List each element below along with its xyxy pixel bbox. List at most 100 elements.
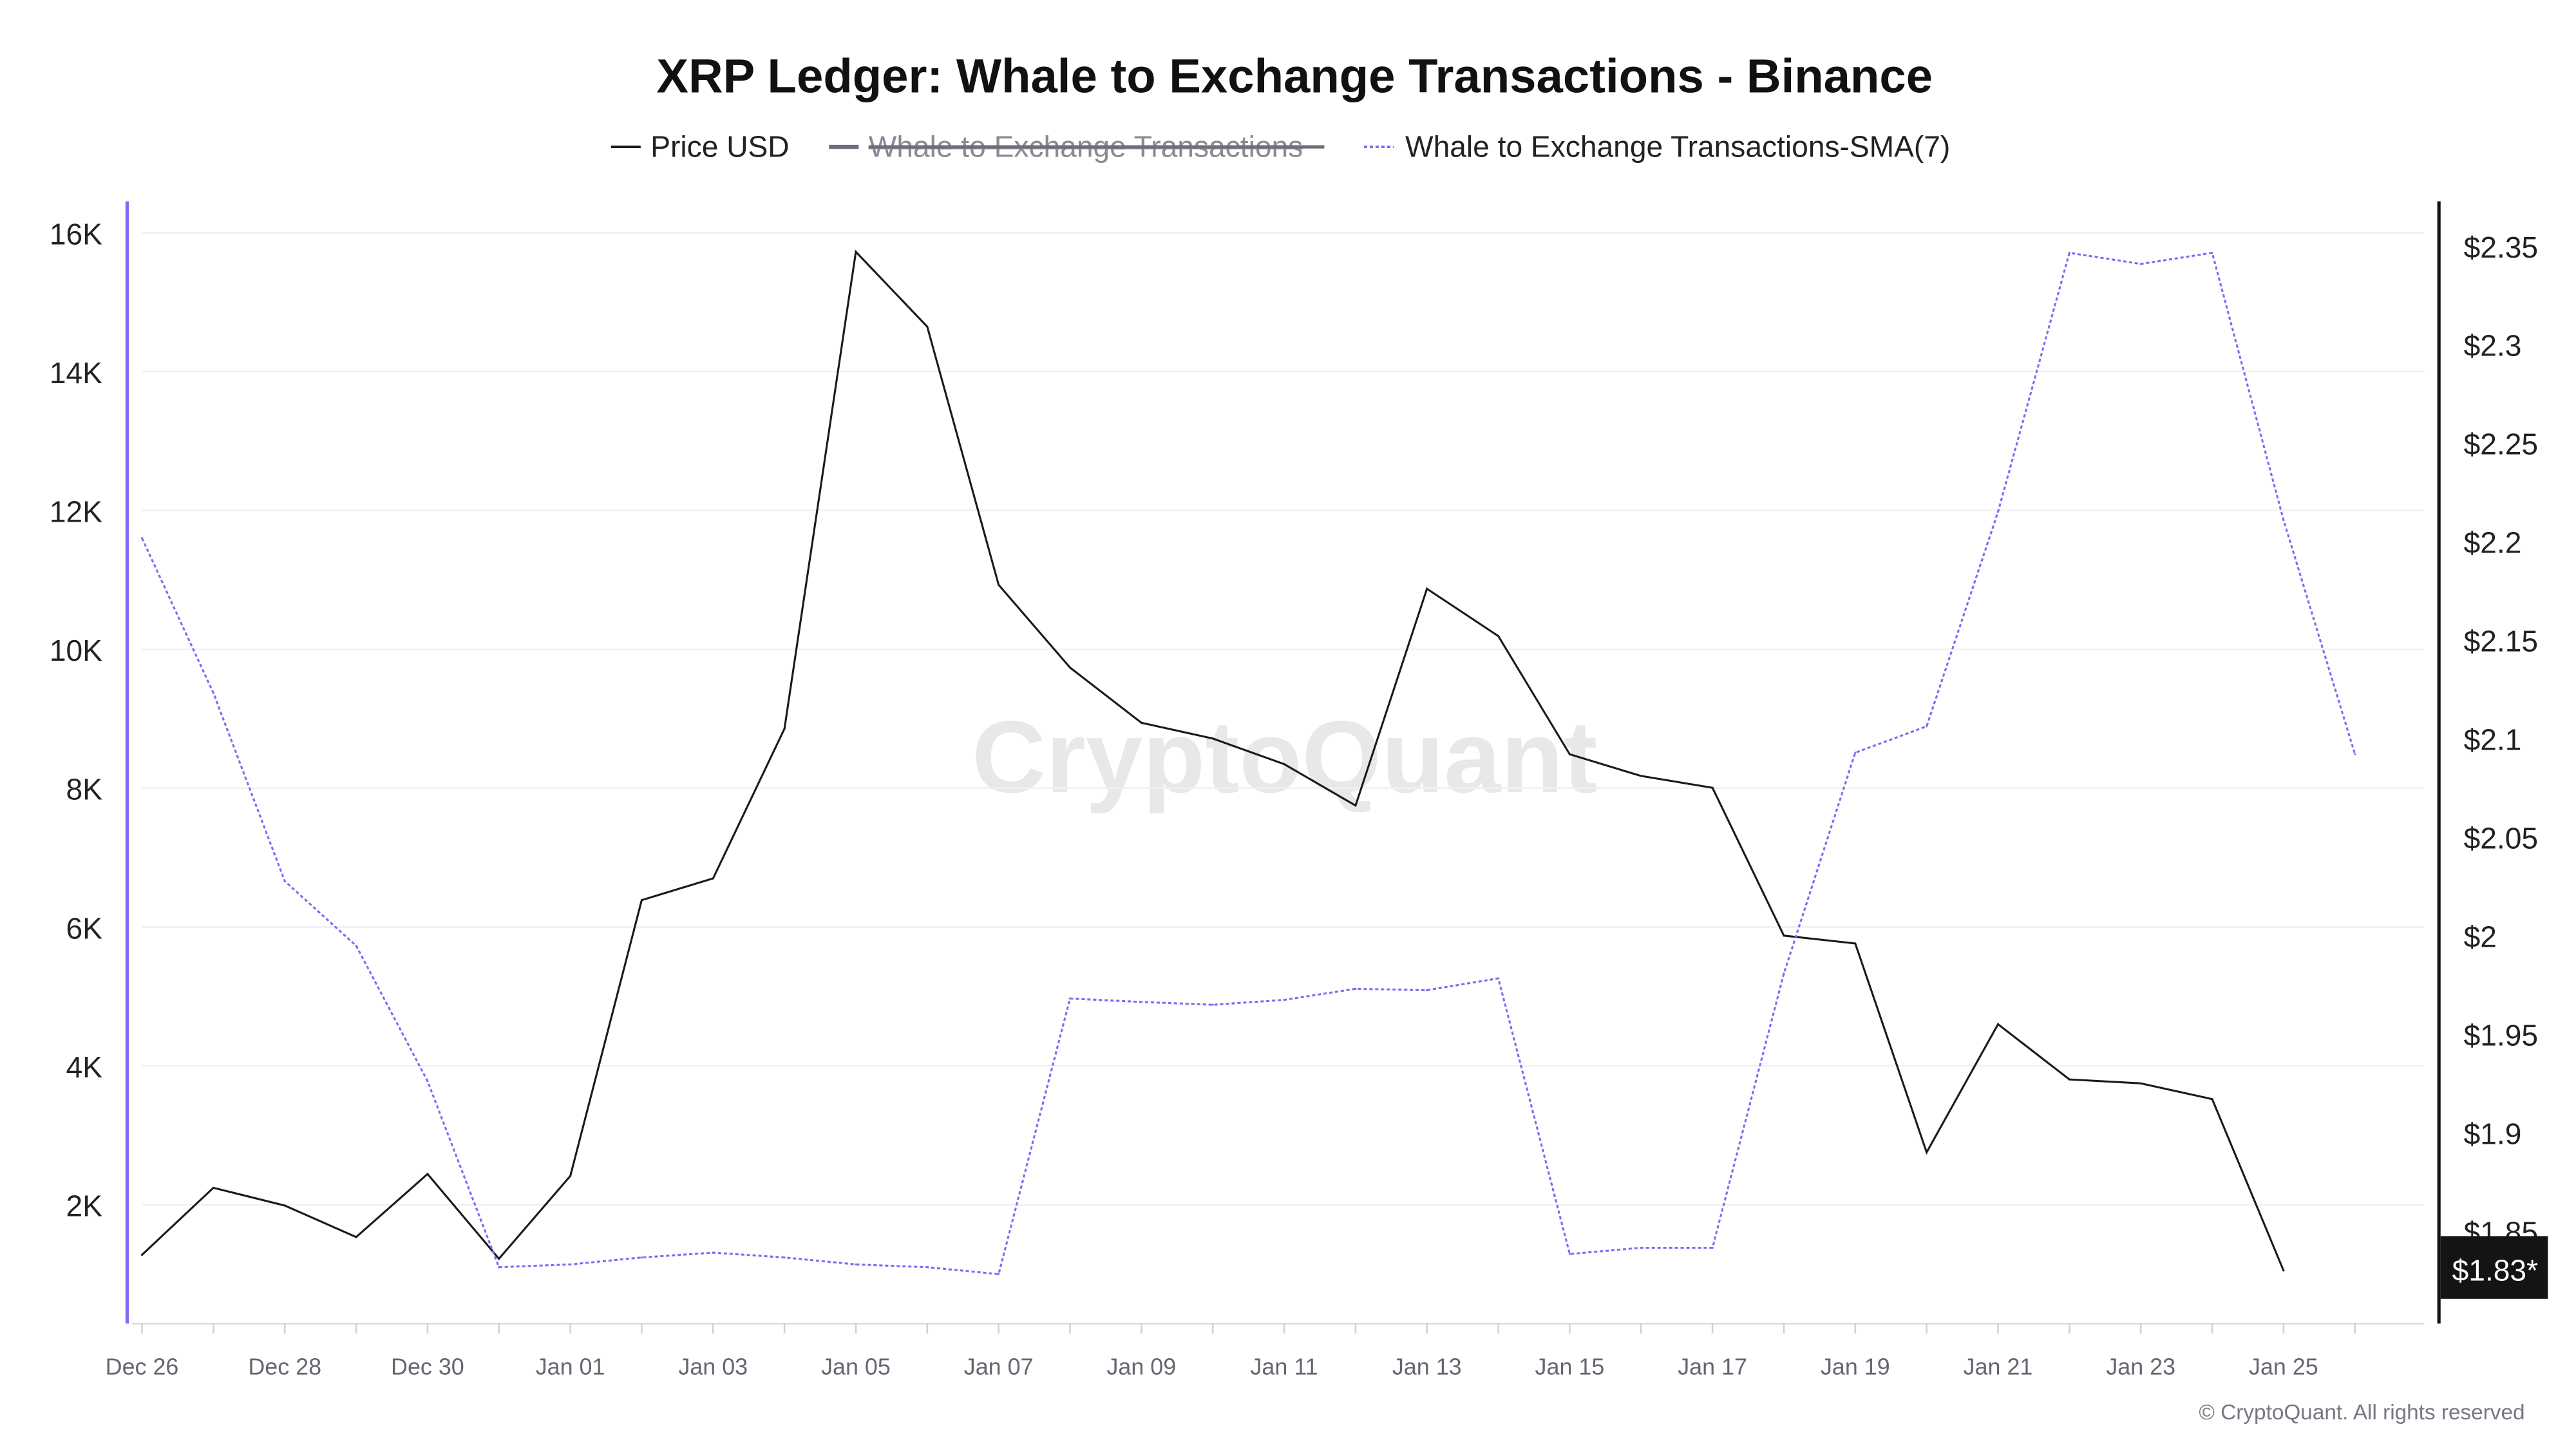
x-tick-label: Jan 23: [2106, 1354, 2175, 1380]
price-point: [1640, 775, 1642, 777]
x-tick-label: Dec 30: [391, 1354, 464, 1380]
price-point: [1568, 753, 1571, 755]
price-point: [1996, 1023, 2000, 1025]
left-tick-label: 6K: [66, 911, 103, 945]
sma7-point: [1926, 725, 1928, 728]
last-price-label: $1.83*: [2452, 1254, 2538, 1287]
price-point: [1283, 763, 1285, 766]
x-tick-label: Jan 13: [1392, 1354, 1462, 1380]
sma7-point: [1640, 1246, 1642, 1249]
sma7-point: [640, 1256, 643, 1259]
left-tick-label: 8K: [66, 773, 103, 806]
sma7-point: [2211, 252, 2213, 254]
left-tick-label: 2K: [66, 1189, 103, 1223]
price-point: [1854, 942, 1857, 945]
sma7-point: [1783, 972, 1785, 975]
sma7-point: [1068, 997, 1072, 1000]
left-tick-label: 4K: [66, 1050, 103, 1084]
x-tick-label: Jan 25: [2249, 1354, 2318, 1380]
sma7-point: [783, 1256, 786, 1259]
axes: [125, 201, 2441, 1325]
sma7-point: [998, 1273, 1000, 1276]
sma7-point: [1568, 1253, 1571, 1255]
price-point: [426, 1173, 429, 1175]
sma7-point: [926, 1266, 929, 1269]
sma7-point: [1354, 987, 1357, 990]
price-point: [640, 899, 643, 902]
left-tick-label: 16K: [50, 217, 102, 251]
legend[interactable]: Price USD Whale to Exchange Transactions…: [611, 129, 1951, 163]
right-tick-label: $2.15: [2464, 625, 2538, 658]
price-point: [140, 1253, 144, 1256]
left-tick-label: 10K: [50, 634, 102, 667]
right-tick-label: $1.95: [2464, 1019, 2538, 1052]
x-tick-label: Jan 21: [1964, 1354, 2033, 1380]
price-point: [1783, 934, 1785, 937]
price-point: [2139, 1082, 2142, 1084]
sma7-point: [1497, 977, 1500, 980]
sma7-point: [2139, 263, 2142, 265]
right-tick-label: $2.2: [2464, 526, 2522, 560]
price-point: [355, 1236, 357, 1238]
x-tick-label: Jan 17: [1678, 1354, 1747, 1380]
x-tick-label: Jan 01: [536, 1354, 605, 1380]
sma7-point: [569, 1263, 572, 1265]
price-point: [1211, 737, 1214, 740]
watermark: CryptoQuant: [972, 699, 1597, 814]
legend-item-sma[interactable]: Whale to Exchange Transactions-SMA(7): [1405, 129, 1950, 163]
x-tick-label: Jan 07: [964, 1354, 1034, 1380]
sma7-point: [140, 537, 144, 540]
sma7-point: [712, 1251, 714, 1254]
x-tick-label: Jan 03: [678, 1354, 748, 1380]
price-point: [1354, 804, 1357, 807]
sma7-point: [855, 1263, 857, 1265]
sma7-point: [283, 880, 286, 882]
left-tick-label: 12K: [50, 495, 102, 529]
price-point: [212, 1186, 214, 1189]
sma7-point: [1426, 989, 1428, 992]
sma7-point: [2282, 519, 2285, 522]
price-point: [2282, 1269, 2285, 1272]
sma7-point: [1854, 752, 1857, 754]
x-tick-label: Jan 09: [1106, 1354, 1176, 1380]
sma7-point: [1996, 511, 2000, 513]
price-point: [855, 251, 857, 253]
price-point: [2211, 1098, 2213, 1101]
x-tick-label: Dec 28: [248, 1354, 321, 1380]
x-tick-label: Jan 19: [1821, 1354, 1890, 1380]
right-tick-label: $2.3: [2464, 329, 2522, 363]
chart-title: XRP Ledger: Whale to Exchange Transactio…: [656, 50, 1933, 103]
price-point: [1926, 1151, 1928, 1153]
price-point: [1426, 587, 1428, 590]
sma7-line: [141, 251, 2356, 1276]
x-tick-label: Jan 05: [821, 1354, 891, 1380]
sma7-point: [1140, 1001, 1142, 1003]
price-point: [1711, 786, 1714, 789]
price-point: [1140, 721, 1142, 724]
right-tick-label: $1.9: [2464, 1117, 2522, 1151]
price-point: [569, 1175, 572, 1177]
x-tick-label: Jan 11: [1251, 1354, 1318, 1380]
right-tick-label: $2.25: [2464, 428, 2538, 461]
grid: [142, 232, 2425, 1206]
sma7-point: [426, 1080, 429, 1083]
x-tick-label: Jan 15: [1535, 1354, 1605, 1380]
price-point: [1497, 635, 1500, 638]
last-price-badge: $1.83*: [2440, 1236, 2548, 1299]
price-point: [783, 727, 786, 730]
sma7-point: [355, 945, 357, 947]
sma7-point: [2068, 252, 2070, 254]
right-tick-label: $2: [2464, 920, 2497, 954]
sma7-point: [212, 692, 214, 694]
right-tick-label: $2.05: [2464, 822, 2538, 855]
price-point: [498, 1258, 500, 1260]
sma7-point: [1283, 999, 1285, 1001]
right-tick-label: $2.35: [2464, 231, 2538, 264]
price-point: [926, 325, 929, 328]
legend-item-price[interactable]: Price USD: [650, 129, 789, 163]
price-point: [712, 877, 714, 880]
price-point: [283, 1204, 286, 1207]
copyright: © CryptoQuant. All rights reserved: [2199, 1401, 2524, 1425]
sma7-point: [2354, 753, 2356, 755]
